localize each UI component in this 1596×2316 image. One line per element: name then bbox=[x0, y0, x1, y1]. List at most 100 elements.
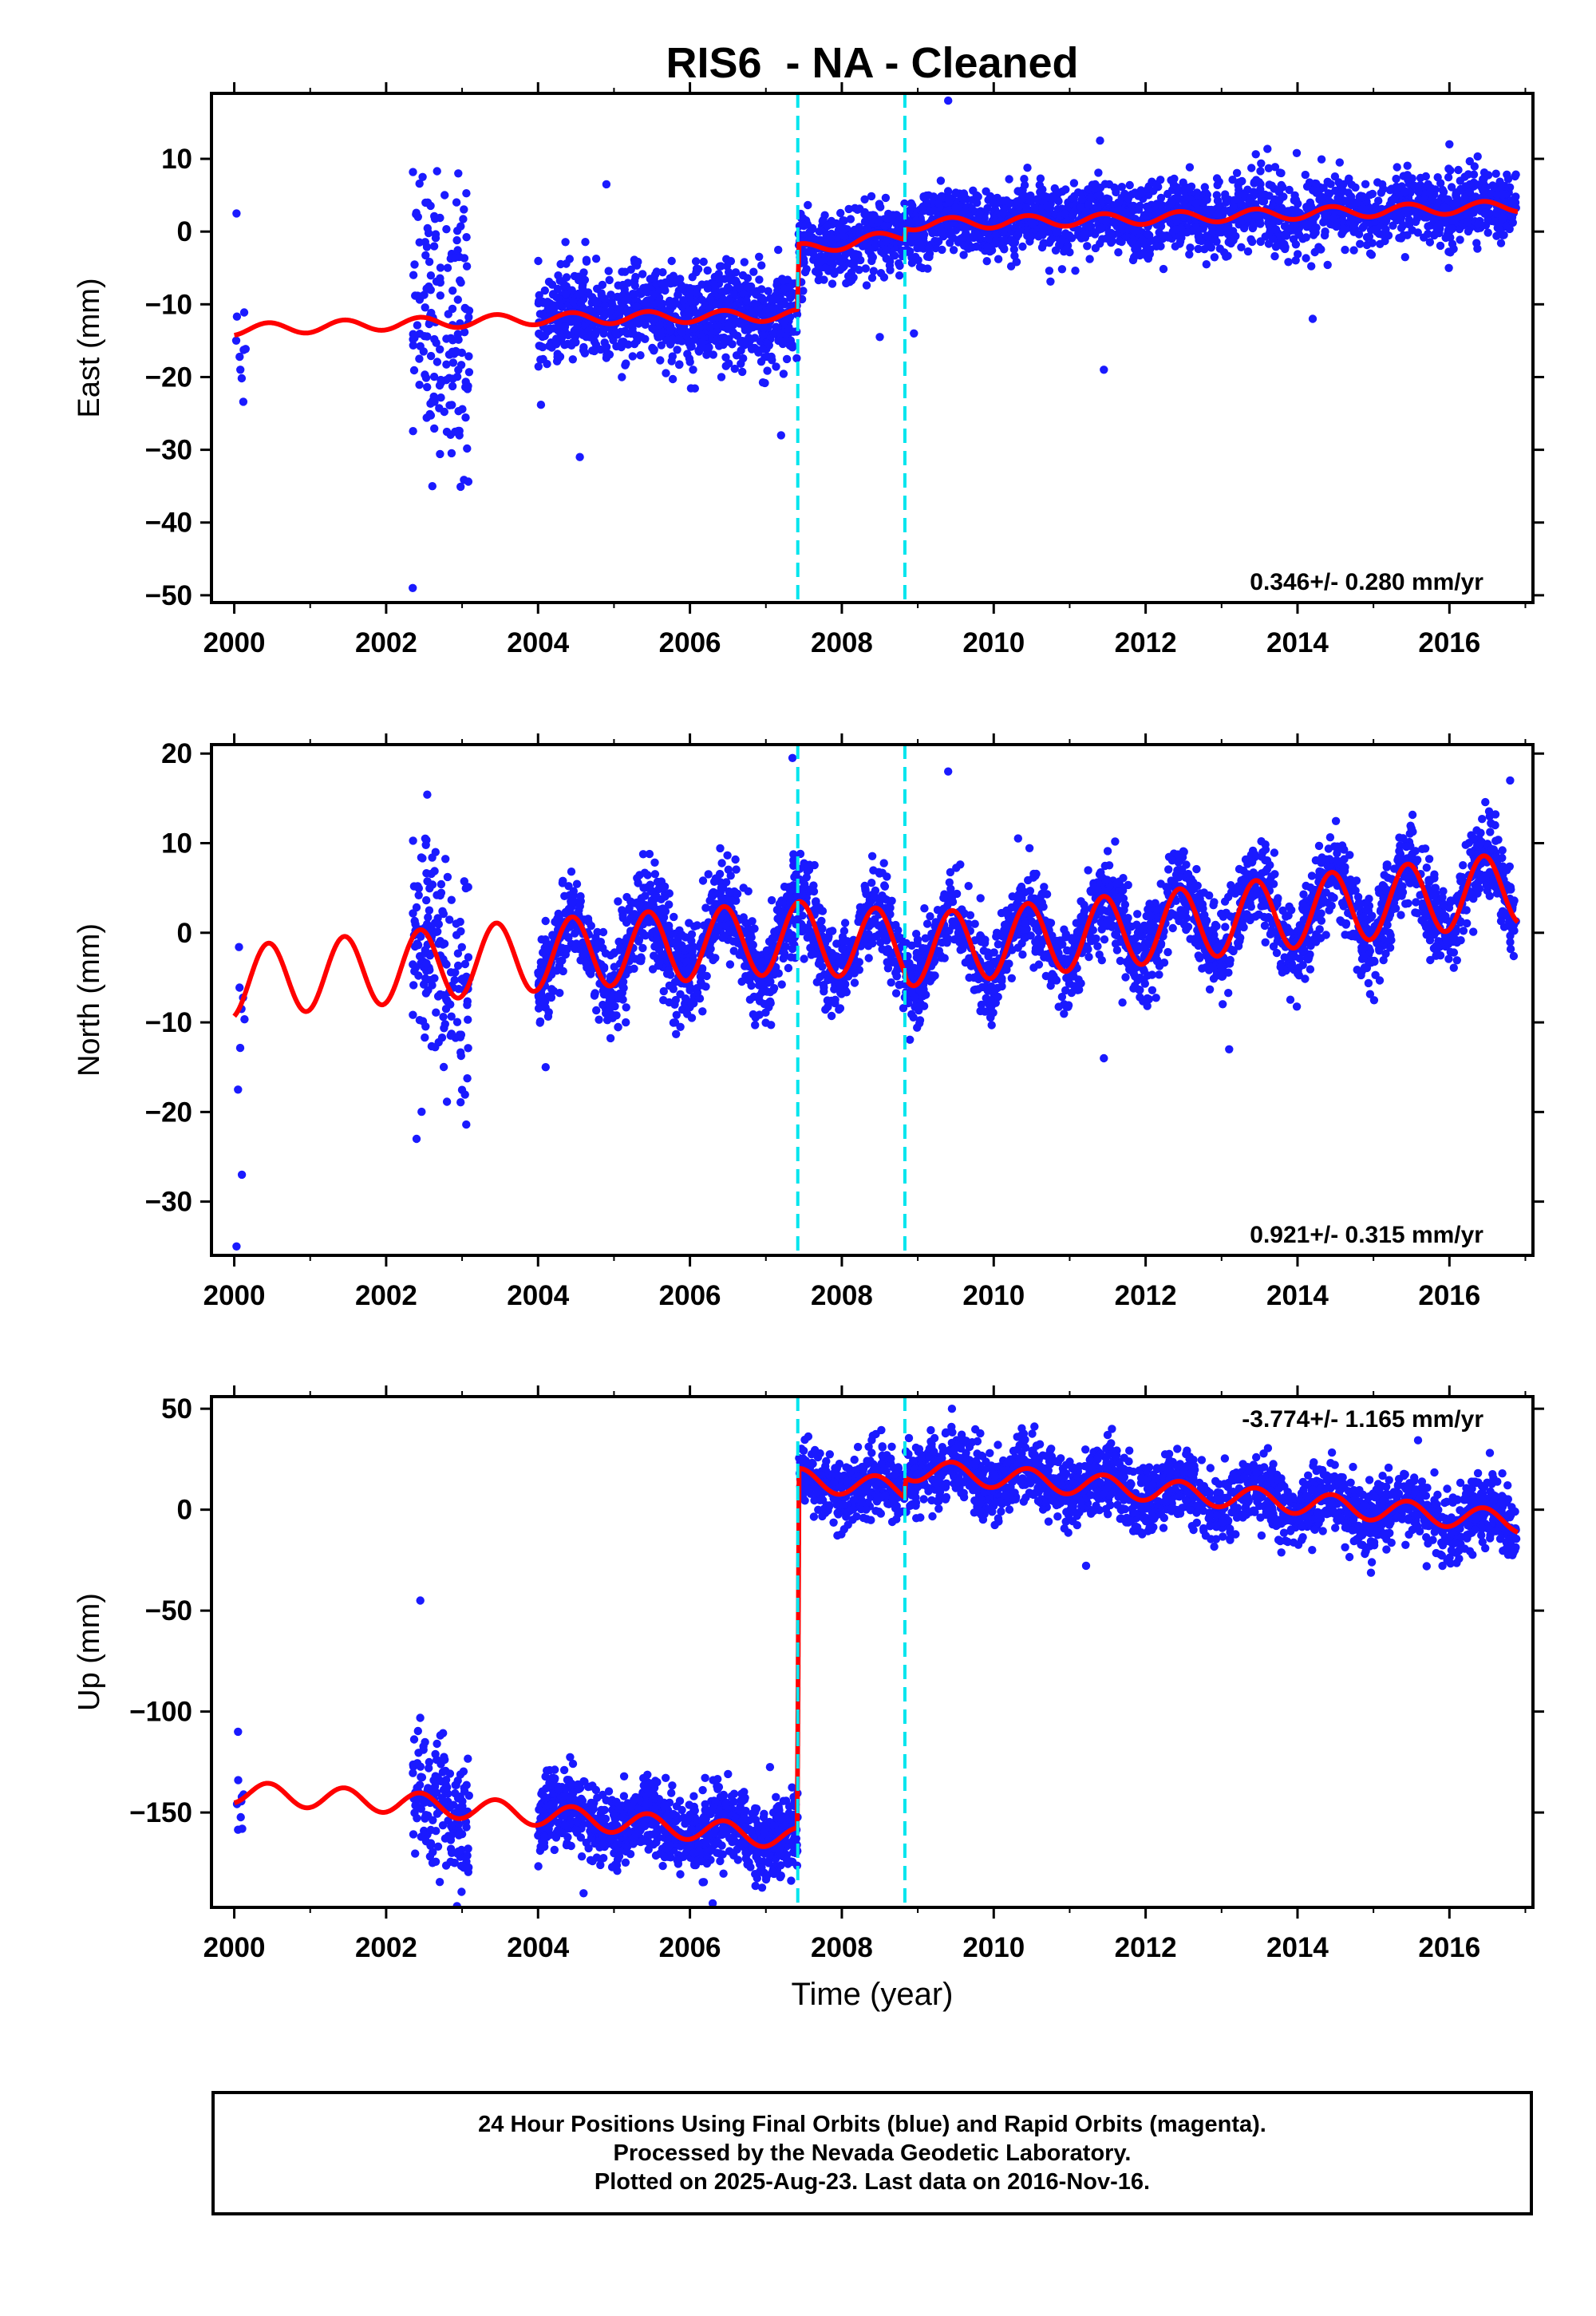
data-point bbox=[606, 290, 615, 299]
data-point bbox=[1128, 190, 1136, 199]
data-point bbox=[895, 261, 904, 271]
data-point bbox=[622, 1018, 630, 1027]
data-point bbox=[451, 427, 460, 437]
data-point bbox=[1456, 235, 1464, 244]
data-point bbox=[827, 1011, 836, 1021]
x-tick-label: 2010 bbox=[962, 627, 1025, 658]
data-point bbox=[424, 986, 433, 995]
data-point bbox=[694, 347, 704, 356]
data-point bbox=[1045, 267, 1054, 275]
data-point bbox=[1104, 195, 1113, 204]
data-point bbox=[555, 352, 565, 362]
data-point bbox=[779, 954, 788, 963]
data-point bbox=[916, 243, 926, 251]
data-point bbox=[412, 903, 421, 912]
data-point bbox=[667, 357, 676, 366]
data-point bbox=[689, 324, 698, 333]
data-point bbox=[622, 359, 630, 368]
data-point bbox=[897, 219, 906, 227]
data-point bbox=[757, 358, 766, 366]
data-point bbox=[867, 274, 877, 283]
data-point bbox=[1302, 254, 1310, 263]
data-point bbox=[761, 1008, 770, 1018]
data-point bbox=[1166, 199, 1175, 207]
data-point bbox=[1291, 240, 1301, 249]
data-point bbox=[418, 854, 427, 863]
data-point bbox=[542, 939, 551, 948]
data-point bbox=[417, 1107, 426, 1117]
data-point bbox=[426, 399, 435, 408]
data-point bbox=[1290, 191, 1299, 200]
data-point bbox=[1246, 235, 1255, 244]
data-point bbox=[692, 309, 701, 318]
data-point bbox=[1256, 219, 1265, 228]
data-point bbox=[611, 329, 620, 338]
data-point bbox=[1194, 231, 1203, 239]
data-point bbox=[1203, 196, 1211, 204]
data-point bbox=[550, 304, 559, 313]
data-point bbox=[900, 199, 909, 208]
data-point bbox=[650, 271, 660, 279]
data-point bbox=[1434, 220, 1443, 230]
outlier-point bbox=[418, 172, 427, 181]
data-point bbox=[1399, 221, 1408, 230]
data-point bbox=[423, 223, 432, 233]
data-point bbox=[1159, 231, 1169, 240]
data-point bbox=[776, 329, 785, 338]
data-point bbox=[409, 1010, 417, 1019]
data-point bbox=[413, 882, 422, 891]
data-point bbox=[906, 247, 915, 256]
data-point bbox=[1342, 196, 1351, 206]
data-point bbox=[698, 876, 708, 885]
data-point bbox=[882, 246, 891, 255]
x-tick-label: 2008 bbox=[811, 627, 873, 658]
data-point bbox=[658, 268, 667, 277]
data-point bbox=[1094, 225, 1104, 234]
data-point bbox=[1367, 251, 1377, 259]
data-point bbox=[643, 871, 652, 879]
data-point bbox=[607, 993, 616, 1002]
data-point bbox=[909, 232, 918, 241]
data-point bbox=[544, 1008, 553, 1017]
data-point bbox=[448, 358, 458, 367]
data-point bbox=[705, 304, 714, 313]
data-point bbox=[1000, 245, 1009, 254]
data-point bbox=[804, 200, 812, 210]
data-point bbox=[1321, 211, 1331, 220]
data-point bbox=[433, 358, 442, 366]
data-point bbox=[763, 366, 772, 375]
data-point bbox=[820, 275, 828, 284]
data-point bbox=[534, 298, 543, 308]
data-point bbox=[458, 974, 467, 983]
x-tick-label: 2004 bbox=[507, 627, 569, 658]
data-point bbox=[871, 243, 879, 252]
data-point bbox=[450, 253, 460, 263]
data-point bbox=[687, 1000, 696, 1009]
data-point bbox=[573, 321, 582, 330]
data-point bbox=[1465, 188, 1474, 197]
data-point bbox=[430, 867, 439, 875]
data-point bbox=[925, 252, 934, 262]
data-point bbox=[1083, 242, 1092, 251]
data-point bbox=[930, 206, 938, 215]
data-point bbox=[698, 1007, 707, 1016]
data-point bbox=[973, 199, 982, 207]
data-point bbox=[751, 1021, 760, 1030]
data-point bbox=[1254, 178, 1264, 187]
data-point bbox=[1021, 192, 1029, 200]
data-point bbox=[1159, 264, 1168, 274]
data-point bbox=[460, 1090, 469, 1099]
data-point bbox=[638, 270, 647, 279]
data-point bbox=[860, 195, 869, 204]
data-point bbox=[1341, 245, 1349, 255]
data-point bbox=[1256, 167, 1265, 176]
data-point bbox=[650, 870, 660, 879]
data-point bbox=[598, 280, 607, 290]
data-point bbox=[456, 222, 465, 231]
data-point bbox=[721, 353, 730, 362]
outlier-point bbox=[1445, 140, 1454, 148]
data-point bbox=[464, 883, 472, 891]
data-point bbox=[1444, 263, 1453, 272]
data-point bbox=[800, 954, 808, 963]
